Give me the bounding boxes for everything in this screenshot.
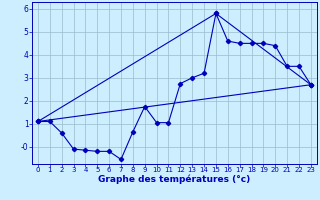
X-axis label: Graphe des températures (°c): Graphe des températures (°c): [98, 175, 251, 184]
